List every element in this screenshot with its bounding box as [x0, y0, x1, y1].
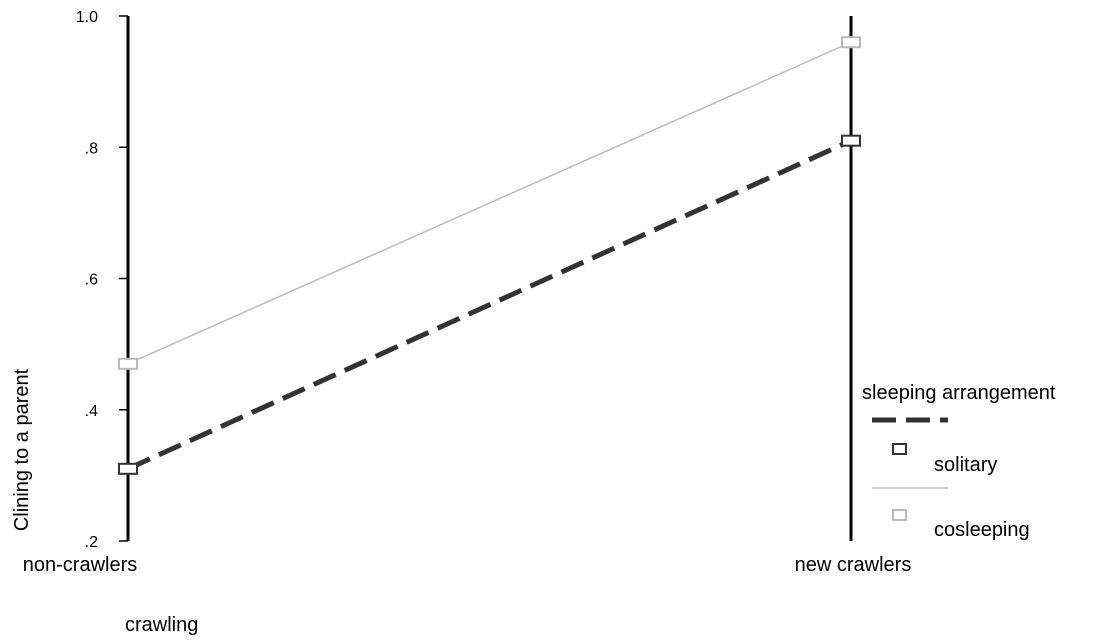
y-axis-label: Clining to a parent: [11, 368, 33, 531]
series-line-solitary: [126, 138, 853, 472]
x-axis-tick-labels: non-crawlers new crawlers: [23, 554, 912, 576]
x-axis-label: crawling: [125, 614, 198, 636]
x-tick-label: non-crawlers: [23, 554, 137, 576]
series-markers: [118, 36, 861, 475]
data-point-cosleeping: [841, 36, 861, 49]
y-tick-label: .2: [85, 534, 98, 551]
legend-label-solitary: solitary: [934, 454, 997, 476]
legend-label-cosleeping: cosleeping: [934, 519, 1030, 541]
y-tick-label: .4: [85, 403, 98, 420]
legend-marker-solitary: [892, 443, 907, 455]
y-tick-label: 1.0: [76, 9, 98, 26]
data-point-cosleeping: [118, 357, 138, 370]
legend: sleeping arrangement solitary cosleeping: [862, 382, 1056, 541]
data-point-solitary: [841, 134, 861, 147]
y-tick-label: .8: [85, 140, 98, 157]
series-lines: [126, 41, 853, 472]
data-point-solitary: [118, 462, 138, 475]
legend-title: sleeping arrangement: [862, 382, 1056, 404]
series-line-cosleeping: [127, 41, 852, 365]
legend-marker-cosleeping: [892, 509, 907, 521]
x-tick-label: new crawlers: [795, 554, 912, 576]
y-axis-ticks: 1.0 .8 .6 .4 .2: [76, 9, 128, 551]
y-tick-label: .6: [85, 272, 98, 289]
